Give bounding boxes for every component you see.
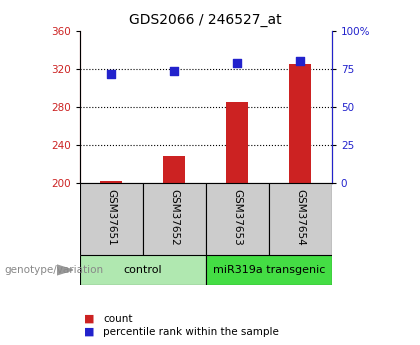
Bar xyxy=(289,64,311,183)
Text: GSM37652: GSM37652 xyxy=(169,189,179,245)
Bar xyxy=(163,156,185,183)
Text: GSM37653: GSM37653 xyxy=(232,189,242,245)
Text: ■: ■ xyxy=(84,327,94,337)
Bar xyxy=(80,255,206,285)
Point xyxy=(171,68,178,73)
Bar xyxy=(143,183,206,255)
Bar xyxy=(100,181,122,183)
Bar xyxy=(226,102,248,183)
Text: percentile rank within the sample: percentile rank within the sample xyxy=(103,327,279,337)
Text: control: control xyxy=(123,265,162,275)
Text: genotype/variation: genotype/variation xyxy=(4,265,103,275)
Point xyxy=(108,71,115,77)
Bar xyxy=(206,255,332,285)
Text: ■: ■ xyxy=(84,314,94,324)
Title: GDS2066 / 246527_at: GDS2066 / 246527_at xyxy=(129,13,282,27)
Polygon shape xyxy=(57,265,73,275)
Text: GSM37651: GSM37651 xyxy=(106,189,116,245)
Bar xyxy=(269,183,332,255)
Point xyxy=(234,61,241,66)
Text: miR319a transgenic: miR319a transgenic xyxy=(213,265,325,275)
Bar xyxy=(80,183,143,255)
Point xyxy=(297,59,304,64)
Text: GSM37654: GSM37654 xyxy=(295,189,305,245)
Text: count: count xyxy=(103,314,132,324)
Bar xyxy=(206,183,269,255)
